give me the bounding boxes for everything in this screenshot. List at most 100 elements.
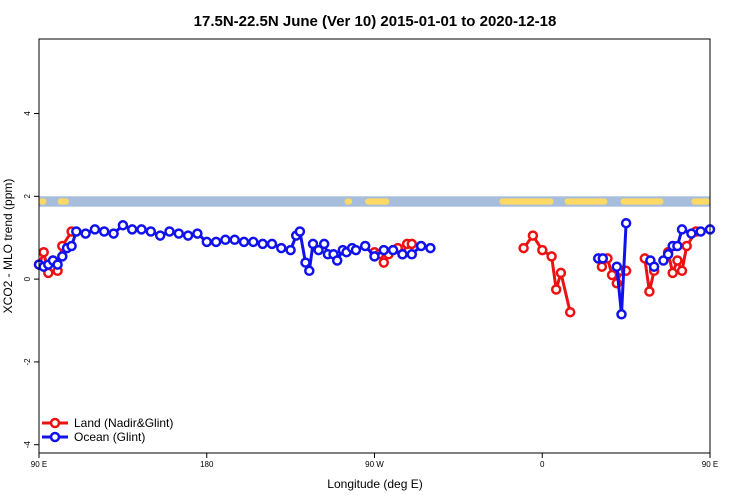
data-point <box>331 255 343 266</box>
data-point <box>238 236 250 248</box>
data-point <box>397 249 408 260</box>
data-point <box>350 244 362 256</box>
data-point <box>71 226 82 237</box>
data-point <box>294 226 306 237</box>
band-land-segment <box>620 198 664 205</box>
data-point <box>257 238 268 250</box>
data-point <box>672 240 683 252</box>
data-point <box>387 244 399 256</box>
data-point <box>201 236 213 248</box>
x-tick-label: 90 E <box>31 460 47 469</box>
legend: Land (Nadir&Glint) Ocean (Glint) <box>42 416 173 444</box>
data-point <box>117 220 129 231</box>
data-point <box>667 267 678 279</box>
band-land-segment <box>564 198 608 205</box>
data-point <box>173 228 185 239</box>
series-land <box>33 226 702 318</box>
land-ocean-band <box>39 196 710 207</box>
data-point <box>564 306 576 318</box>
data-point <box>285 244 296 256</box>
data-point <box>210 236 222 248</box>
y-tick-label: 0 <box>23 276 32 281</box>
y-tick-label: -4 <box>23 441 32 449</box>
series-ocean <box>33 217 716 320</box>
band-land-segment <box>344 198 353 205</box>
data-point <box>620 217 632 229</box>
data-point <box>313 244 324 256</box>
data-point <box>154 230 166 241</box>
band-land-segment <box>39 198 47 205</box>
data-point <box>304 265 315 277</box>
x-tick-label: 90 E <box>702 460 718 469</box>
data-point <box>606 269 618 281</box>
data-point <box>611 261 623 272</box>
x-tick-label: 180 <box>200 460 214 469</box>
data-point <box>369 251 380 262</box>
x-axis-label: Longitude (deg E) <box>327 477 422 491</box>
data-point <box>596 261 608 272</box>
plot-frame <box>38 38 711 454</box>
data-point <box>672 255 683 266</box>
data-point <box>415 240 427 252</box>
band-land-segment <box>499 198 554 205</box>
data-point <box>136 224 147 235</box>
x-tick-label: 90 W <box>365 460 384 469</box>
data-point <box>695 226 706 237</box>
data-point <box>145 226 157 237</box>
x-axis: 90 E 180 90 W 0 90 E <box>31 453 718 469</box>
data-point <box>126 224 138 235</box>
data-point <box>662 249 674 260</box>
data-point <box>300 257 311 268</box>
series-layer <box>33 217 716 320</box>
data-point <box>52 259 63 270</box>
data-point <box>686 228 697 239</box>
data-point <box>406 238 418 250</box>
band-land-segment <box>365 198 390 205</box>
band-land-segment <box>691 198 710 205</box>
legend-ocean-label: Ocean (Glint) <box>74 430 145 444</box>
data-point <box>676 265 688 277</box>
data-point <box>546 251 557 262</box>
data-point <box>359 240 371 252</box>
data-point <box>307 238 319 250</box>
data-point <box>616 309 627 320</box>
data-point <box>276 242 287 254</box>
data-point <box>182 230 194 241</box>
data-point <box>89 224 101 235</box>
data-point <box>537 244 548 256</box>
data-point <box>248 236 259 248</box>
band-land-segment <box>57 198 69 205</box>
data-point <box>318 238 330 250</box>
data-point <box>378 244 390 256</box>
data-point <box>164 226 175 237</box>
data-point <box>229 234 240 246</box>
data-point <box>108 228 119 239</box>
data-point <box>555 267 567 279</box>
y-axis-label: XCO2 - MLO trend (ppm) <box>1 179 15 314</box>
data-point <box>38 246 49 258</box>
data-point <box>676 224 688 235</box>
data-point <box>57 251 68 262</box>
legend-land-label: Land (Nadir&Glint) <box>74 416 173 430</box>
data-point <box>681 240 692 252</box>
data-point <box>80 228 91 239</box>
y-tick-label: 2 <box>23 194 32 199</box>
data-point <box>220 234 231 246</box>
data-point <box>98 226 110 237</box>
data-point <box>378 257 390 268</box>
chart-title: 17.5N-22.5N June (Ver 10) 2015-01-01 to … <box>194 13 557 30</box>
data-point <box>425 242 436 254</box>
y-axis: -4 -2 0 2 4 <box>23 111 39 449</box>
data-point <box>66 240 77 252</box>
data-point <box>406 249 418 260</box>
data-point <box>527 230 539 241</box>
legend-land-marker <box>49 417 61 429</box>
x-tick-label: 0 <box>540 460 545 469</box>
data-point <box>644 286 655 297</box>
data-point <box>597 253 609 264</box>
y-tick-label: 4 <box>23 111 32 116</box>
data-point <box>550 284 562 295</box>
data-point <box>192 228 203 239</box>
y-tick-label: -2 <box>23 358 32 366</box>
